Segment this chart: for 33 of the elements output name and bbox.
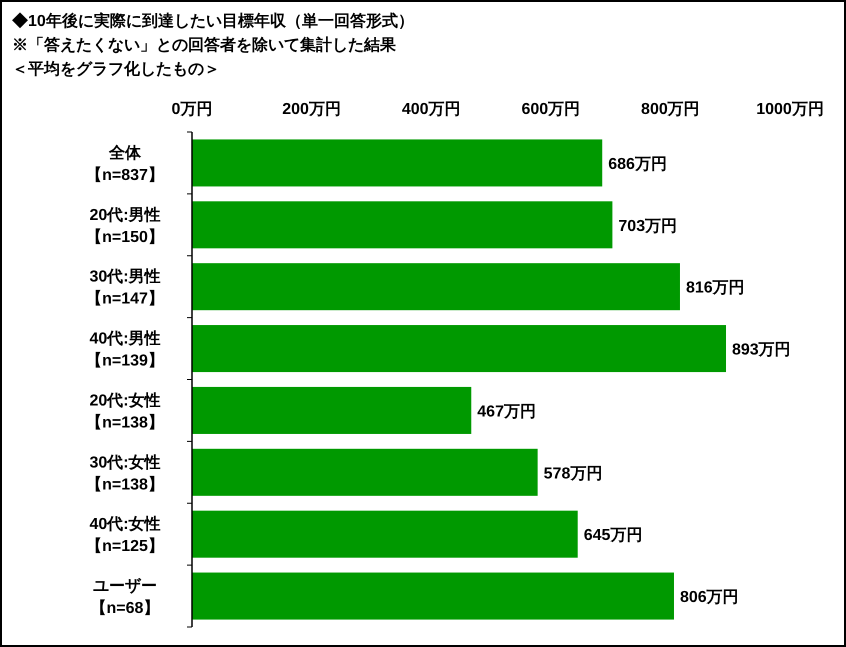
chart-title: ◆10年後に実際に到達したい目標年収（単一回答形式） xyxy=(12,11,414,30)
x-tick-label: 800万円 xyxy=(641,101,700,118)
bar xyxy=(192,572,674,620)
x-tick-label: 1000万円 xyxy=(756,101,824,118)
text: ＜平均をグラフ化したもの＞ xyxy=(12,60,220,78)
y-tick-label: 全体【n=837】 xyxy=(86,144,164,184)
data-label: 467万円 xyxy=(477,403,536,420)
data-label: 806万円 xyxy=(680,589,739,606)
data-label: 816万円 xyxy=(686,280,745,297)
bar xyxy=(192,263,680,310)
data-label: 703万円 xyxy=(618,218,678,235)
bar xyxy=(192,386,472,434)
y-tick-label: 40代:男性【n=139】 xyxy=(86,330,164,370)
chart-subtitle: ※「答えたくない」との回答者を除いて集計した結果 xyxy=(12,36,397,54)
y-tick-label: 20代:男性【n=150】 xyxy=(86,206,164,246)
y-tick-label: 30代:男性【n=147】 xyxy=(86,268,164,308)
bar xyxy=(192,201,612,248)
data-label: 578万円 xyxy=(544,465,602,482)
x-tick-label: 0万円 xyxy=(172,101,212,118)
x-tick-label: 400万円 xyxy=(402,101,461,118)
y-tick-label: 30代:女性【n=138】 xyxy=(86,453,164,494)
x-tick-label: 600万円 xyxy=(521,101,580,118)
data-label: 893万円 xyxy=(732,342,791,359)
bar xyxy=(192,448,538,496)
y-tick-label: 20代:女性【n=138】 xyxy=(86,391,164,432)
data-label: 686万円 xyxy=(608,156,667,173)
bar xyxy=(192,139,602,186)
x-tick-label: 200万円 xyxy=(282,101,341,118)
y-tick-label: 40代:女性【n=125】 xyxy=(86,515,164,556)
y-tick-label: ユーザー【n=68】 xyxy=(90,577,160,618)
bar xyxy=(192,325,726,372)
bar xyxy=(192,510,578,558)
data-label: 645万円 xyxy=(584,527,642,544)
